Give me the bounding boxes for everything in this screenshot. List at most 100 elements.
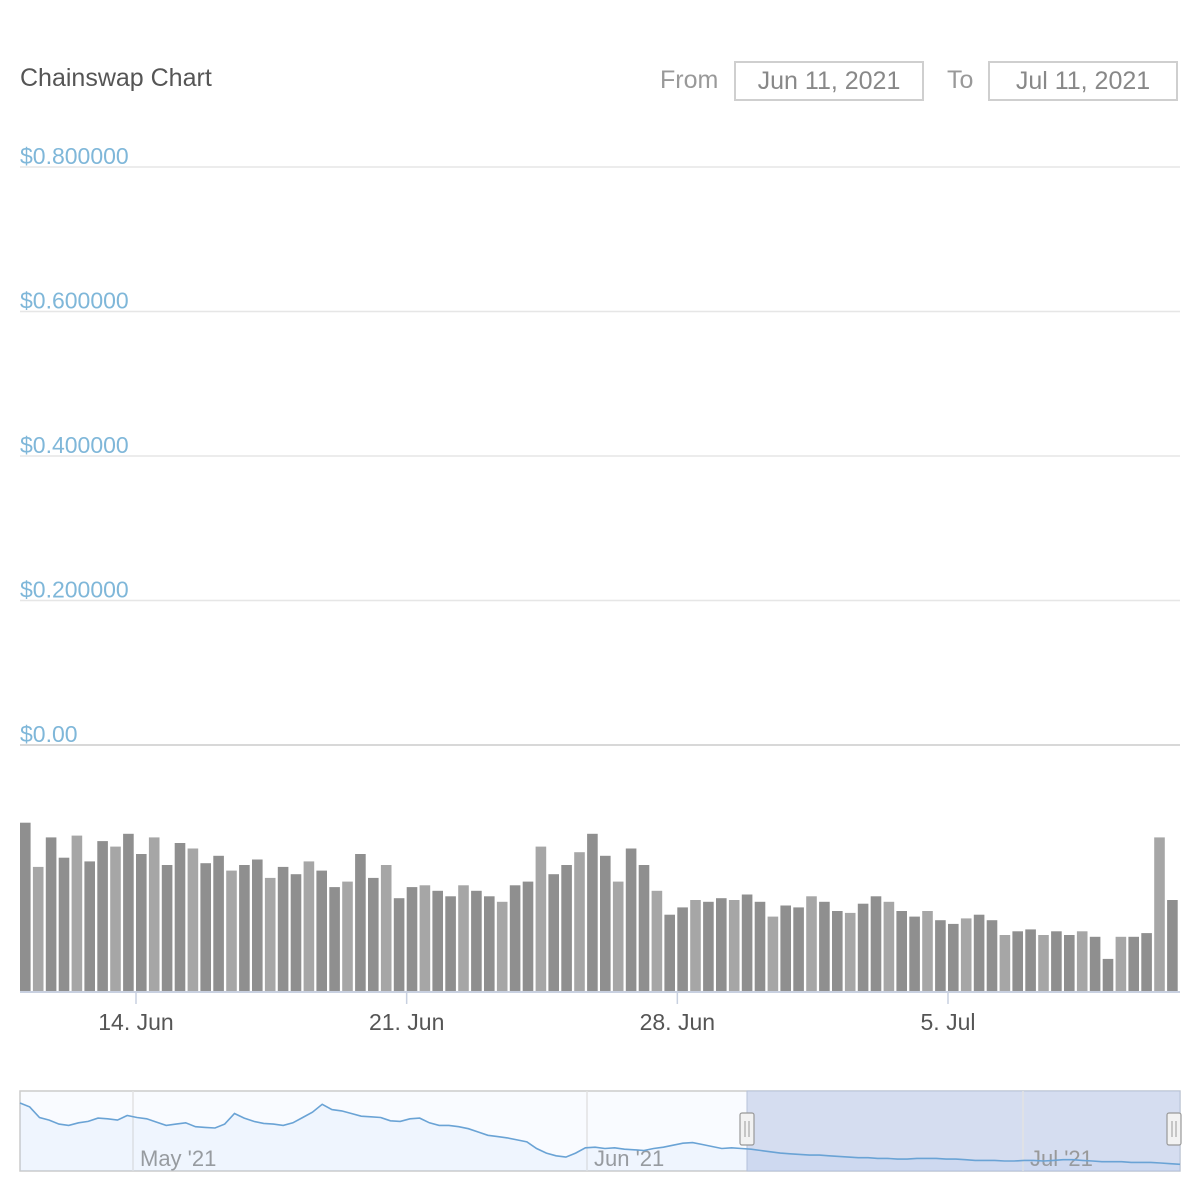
volume-bar[interactable] [793,907,804,992]
volume-bar[interactable] [368,877,379,992]
volume-bar[interactable] [960,918,972,992]
volume-bar[interactable] [535,846,547,992]
volume-bar[interactable] [252,859,263,993]
volume-bar[interactable] [264,877,276,992]
volume-bar[interactable] [277,866,289,992]
navigator-right-handle[interactable] [1166,1112,1182,1146]
volume-bar[interactable] [239,865,250,992]
volume-bar[interactable] [329,887,340,992]
volume-bar[interactable] [174,843,186,992]
volume-bar[interactable] [187,848,199,993]
volume-bar[interactable] [922,911,933,992]
volume-bar[interactable] [496,901,508,992]
volume-bar[interactable] [84,861,95,992]
volume-bar[interactable] [58,857,70,992]
volume-bar[interactable] [935,920,946,992]
volume-bar[interactable] [690,900,701,992]
volume-bar[interactable] [316,870,327,992]
volume-bar[interactable] [484,896,495,992]
x-tick-label: 28. Jun [640,1009,715,1035]
navigator-tick-label: Jul '21 [1030,1146,1093,1171]
volume-bar[interactable] [612,881,624,992]
volume-bar[interactable] [458,885,469,992]
volume-bar[interactable] [110,846,121,992]
volume-bar[interactable] [71,835,83,992]
volume-bar[interactable] [973,914,985,992]
volume-bar[interactable] [844,912,856,992]
volume-bar[interactable] [290,874,302,992]
volume-bar[interactable] [1076,931,1088,992]
volume-bar[interactable] [226,870,237,992]
volume-bar[interactable] [548,874,559,992]
volume-bar[interactable] [716,898,727,992]
y-tick-label: $0.600000 [20,288,129,314]
volume-bar[interactable] [741,894,753,993]
volume-bar[interactable] [806,896,817,992]
volume-bar[interactable] [32,866,44,992]
volume-bar[interactable] [380,865,392,992]
volume-bar[interactable] [986,920,998,992]
volume-bar[interactable] [406,887,418,992]
volume-bar[interactable] [870,896,882,992]
volume-bar[interactable] [819,901,830,992]
navigator-selected-range[interactable] [746,1090,1181,1172]
volume-bar[interactable] [419,885,431,992]
from-date-input[interactable]: Jun 11, 2021 [734,61,924,101]
volume-bar[interactable] [574,852,585,992]
x-tick-label: 14. Jun [98,1009,173,1035]
volume-bar[interactable] [651,890,663,992]
volume-bar[interactable] [1154,837,1165,992]
volume-bar[interactable] [1141,933,1152,992]
volume-bar[interactable] [1167,900,1178,992]
volume-bar[interactable] [948,923,959,992]
volume-bar[interactable] [677,907,688,992]
volume-bar[interactable] [509,885,521,992]
to-date-input[interactable]: Jul 11, 2021 [988,61,1178,101]
volume-bar[interactable] [45,837,57,992]
volume-bar[interactable] [883,901,895,992]
volume-bar[interactable] [303,861,315,992]
volume-bar[interactable] [161,865,173,992]
volume-bar[interactable] [999,935,1011,992]
volume-bar[interactable] [909,916,920,992]
volume-bar[interactable] [638,865,650,992]
volume-bar[interactable] [600,855,611,992]
volume-bar[interactable] [1089,936,1101,992]
volume-bar[interactable] [342,881,353,992]
volume-bar[interactable] [728,900,740,992]
volume-bar[interactable] [445,896,456,992]
volume-bar[interactable] [471,890,482,992]
volume-bar[interactable] [148,837,160,992]
volume-bar[interactable] [355,854,366,992]
volume-bar[interactable] [1038,935,1049,992]
volume-bar[interactable] [625,848,637,993]
volume-bar[interactable] [123,833,134,992]
volume-bar[interactable] [213,855,224,992]
volume-bar[interactable] [136,854,147,992]
volume-bar[interactable] [200,863,211,992]
volume-bar[interactable] [432,890,443,992]
volume-bar[interactable] [857,903,869,992]
navigator-left-handle[interactable] [739,1112,755,1146]
volume-bar[interactable] [703,901,714,992]
volume-bar[interactable] [664,914,675,992]
volume-bar[interactable] [832,911,843,992]
volume-bar[interactable] [896,911,907,992]
volume-bar[interactable] [1051,931,1062,992]
volume-bar[interactable] [767,916,779,992]
volume-bar[interactable] [587,833,598,992]
volume-bar[interactable] [1025,929,1036,992]
volume-bar[interactable] [1115,936,1127,992]
volume-bar[interactable] [1128,936,1139,992]
volume-bar[interactable] [1012,931,1023,992]
volume-bar[interactable] [561,865,572,992]
volume-bar[interactable] [1102,958,1114,992]
volume-bar[interactable] [754,901,766,992]
volume-bar[interactable] [522,881,534,992]
volume-bar[interactable] [393,898,405,992]
volume-bar[interactable] [1064,935,1075,992]
volume-bar[interactable] [97,841,108,992]
volume-bar[interactable] [780,905,791,993]
volume-bar[interactable] [20,822,31,992]
